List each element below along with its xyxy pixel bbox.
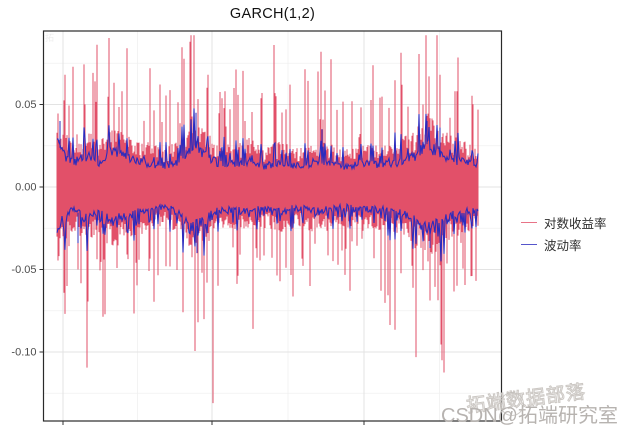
corner-watermark: 拓 bbox=[45, 33, 55, 43]
legend-item-log-returns: 对数收益率 bbox=[521, 211, 607, 233]
volatility-lower-line bbox=[56, 202, 479, 262]
y-axis-tick-label: -0.05 bbox=[11, 264, 36, 276]
legend: 对数收益率 波动率 bbox=[521, 211, 607, 255]
y-axis-tick-label: 0.00 bbox=[15, 182, 36, 194]
y-axis-tick-label: 0.05 bbox=[15, 99, 36, 111]
legend-label-log-returns: 对数收益率 bbox=[544, 216, 607, 231]
legend-label-volatility: 波动率 bbox=[544, 238, 582, 253]
watermark-logo-icon bbox=[500, 392, 524, 416]
volatility-line-swatch bbox=[521, 243, 537, 245]
volatility-upper-line bbox=[56, 108, 479, 171]
y-axis-tick-label: -0.10 bbox=[11, 347, 36, 359]
panel-border bbox=[42, 30, 503, 422]
legend-item-volatility: 波动率 bbox=[521, 233, 607, 255]
chart-title: GARCH(1,2) bbox=[229, 6, 316, 22]
watermark-main-text: CSDN@拓端研究室 bbox=[441, 405, 618, 427]
log-returns-line-swatch bbox=[521, 221, 537, 223]
